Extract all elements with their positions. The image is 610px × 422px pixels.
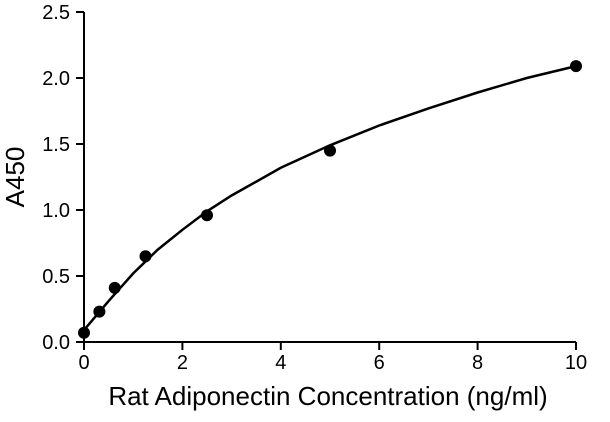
fit-curve — [83, 64, 577, 331]
data-point — [93, 305, 106, 318]
x-tick-label: 0 — [78, 352, 89, 374]
data-points — [78, 60, 582, 339]
x-axis-ticks: 0 2 4 6 8 10 — [78, 342, 587, 374]
data-point — [108, 281, 121, 294]
y-tick-label: 0.0 — [42, 332, 70, 354]
x-tick-label: 2 — [177, 352, 188, 374]
data-point — [324, 144, 336, 157]
y-tick-label: 1.0 — [42, 200, 70, 222]
x-tick-label: 10 — [565, 352, 587, 374]
x-tick-label: 6 — [374, 352, 385, 374]
data-point — [139, 250, 152, 263]
x-tick-label: 4 — [275, 352, 286, 374]
y-tick-label: 0.5 — [42, 266, 70, 288]
data-point — [201, 209, 213, 222]
x-tick-label: 8 — [472, 352, 483, 374]
y-tick-label: 2.5 — [42, 2, 70, 24]
y-axis-title: A450 — [0, 147, 30, 208]
y-tick-label: 1.5 — [42, 134, 70, 156]
y-axis-ticks: 0.0 0.5 1.0 1.5 2.0 2.5 — [42, 2, 84, 354]
data-point — [570, 60, 582, 73]
y-tick-label: 2.0 — [42, 68, 70, 90]
x-axis-title: Rat Adiponectin Concentration (ng/ml) — [108, 381, 547, 411]
